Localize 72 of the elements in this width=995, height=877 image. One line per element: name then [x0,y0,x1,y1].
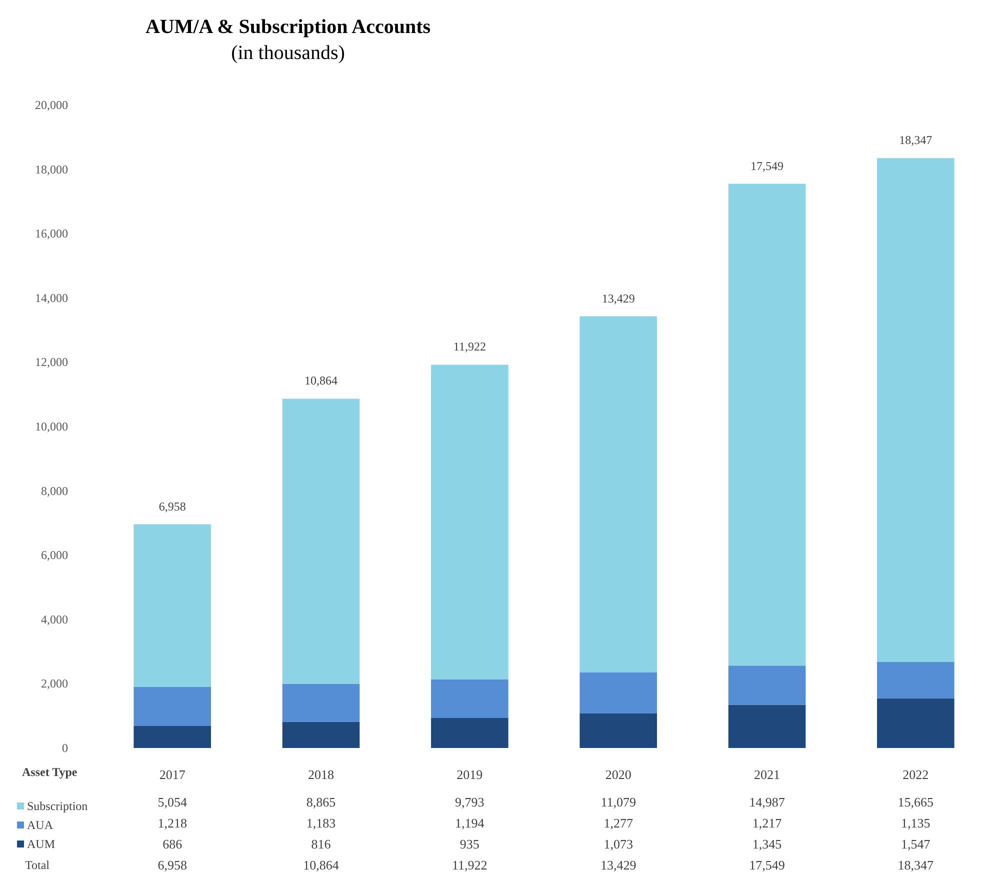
x-tick-label: 2019 [456,767,483,782]
text: 6,958 [158,858,187,872]
y-tick-label: 6,000 [41,548,68,562]
text: 18,347 [898,858,934,872]
bar [282,398,360,684]
bar [877,158,954,662]
text: 17,549 [749,858,785,872]
data-label: 14,987 [749,794,786,810]
legend-label: AUM [27,837,56,851]
bar [134,686,211,726]
data-label: 8,865 [306,794,336,810]
chart-subtitle: (in thousands) [231,42,345,64]
total-label: 10,864 [304,374,338,388]
legend-label: Subscription [27,799,88,813]
data-label: 15,665 [898,794,934,810]
y-tick-label: 12,000 [35,355,68,370]
x-tick-label: 2017 [159,767,186,782]
data-label: 9,793 [455,794,484,810]
bar [728,184,806,666]
data-label: 686 [162,836,183,852]
bar [134,726,211,748]
bar [580,714,657,748]
bar [728,704,806,748]
y-tick-label: 2,000 [41,676,68,691]
data-label: 1,547 [901,836,931,852]
x-tick-label: 2018 [308,767,334,782]
data-label: 1,277 [604,816,634,830]
text: Total [25,858,50,872]
chart-title: AUM/A & Subscription Accounts [145,16,431,38]
total-label: 17,549 [750,158,784,173]
data-label: 1,345 [752,836,782,852]
total-label: 13,429 [602,291,635,306]
y-tick-label: 14,000 [35,290,68,305]
data-label: 1,073 [604,836,633,852]
data-label: 1,183 [306,816,336,830]
x-tick-label: 2022 [902,767,929,782]
data-label: 1,218 [158,816,187,830]
data-label: 816 [311,836,332,852]
bar [877,662,954,698]
y-tick-label: 8,000 [41,484,68,498]
text: 13,429 [600,858,636,872]
y-tick-label: 4,000 [41,612,68,626]
legend-title: Asset Type [22,765,78,779]
legend-label: AUA [27,818,54,832]
bar [580,316,657,672]
data-label: 1,135 [901,816,930,830]
bar [134,524,211,687]
data-label: 1,217 [752,816,782,830]
text: 10,864 [303,858,339,872]
bar [282,722,360,748]
bar [431,680,508,718]
bar [877,698,954,748]
bar [282,684,360,722]
data-label: 11,079 [600,794,636,810]
bar [728,666,806,705]
x-tick-label: 2021 [754,767,780,782]
y-tick-label: 0 [62,741,68,755]
data-label: 935 [460,836,480,852]
y-tick-label: 18,000 [35,162,68,176]
bar [580,672,657,714]
data-label: 1,194 [455,816,485,830]
y-tick-label: 10,000 [35,420,68,434]
data-label: 5,054 [158,794,188,810]
total-label: 6,958 [158,499,186,514]
bar [431,364,508,680]
total-label: 11,922 [453,340,486,354]
total-label: 18,347 [899,133,932,148]
bar [431,718,508,748]
x-tick-label: 2020 [605,767,632,782]
y-tick-label: 20,000 [35,98,68,112]
y-tick-label: 16,000 [35,226,68,241]
text: 11,922 [452,858,488,872]
